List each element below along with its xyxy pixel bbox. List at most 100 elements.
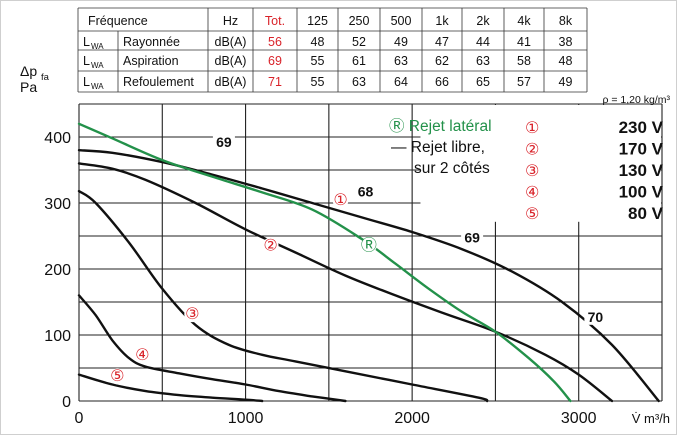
table-cell: 47 (435, 35, 449, 49)
curve-dB-label-bg (584, 307, 607, 325)
legend-speed-mark: ③ (525, 161, 539, 180)
y-tick-label: 200 (44, 262, 71, 279)
table-cell: 56 (268, 35, 282, 49)
table-cell: 65 (476, 75, 490, 89)
legend-black-label-2: sur 2 côtés (414, 160, 490, 177)
table-header-cell: 250 (349, 14, 370, 28)
table-cell: 63 (476, 54, 490, 68)
legend-speed-label: 230 V (619, 118, 664, 137)
chart-grid: 0 100 200 300 400 0 1000 2000 3000 Δp fa Pa V̇ m³/h ρ… (20, 63, 670, 427)
table-row-symbol: L (83, 75, 90, 89)
legend-speed-label: 170 V (619, 140, 664, 159)
legend-speed-mark: ④ (525, 183, 539, 202)
y-axis-label-unit: Pa (20, 79, 37, 95)
table-header-cell: Tot. (265, 14, 285, 28)
curve-dB-label-bg (354, 182, 377, 200)
x-axis-label: V̇ m³/h (632, 411, 670, 426)
y-axis-label-sub: fa (41, 72, 50, 83)
legend-speed-label: 130 V (619, 161, 664, 180)
table-row-symbol-sub: WA (91, 82, 104, 91)
curve-dB-label: 70 (588, 309, 604, 325)
table-header-cell: 8k (559, 14, 573, 28)
y-tick-label: 400 (44, 130, 71, 147)
curve-mark: ④ (135, 345, 149, 364)
table-cell: 44 (476, 35, 490, 49)
table-cell: 71 (268, 75, 282, 89)
table-cell: 57 (517, 75, 531, 89)
curve-mark-bg (134, 347, 151, 364)
table-header-cell: 4k (517, 14, 531, 28)
x-tick-label: 2000 (394, 410, 430, 427)
x-tick-label: 3000 (561, 410, 597, 427)
table-row-symbol: L (83, 54, 90, 68)
table-cell: 52 (352, 35, 366, 49)
table-header-cell: 500 (391, 14, 412, 28)
curve-80v (77, 373, 264, 403)
table-cell: 55 (311, 54, 325, 68)
table-row-unit: dB(A) (215, 35, 247, 49)
table-cell: 48 (559, 54, 573, 68)
table-cell: 63 (394, 54, 408, 68)
curve-mark-bg (109, 368, 126, 385)
chart-legend: Ⓡ Rejet latéral — Rejet libre, sur 2 côtés… (389, 117, 664, 223)
curve-230v (77, 149, 660, 403)
table-cell: 48 (311, 35, 325, 49)
density-note: ρ = 1,20 kg/m³ (602, 94, 670, 106)
table-cell: 49 (559, 75, 573, 89)
curve-mark-bg (262, 237, 279, 254)
table-header-cell: 2k (476, 14, 490, 28)
x-tick-label: 1000 (228, 410, 264, 427)
legend-speed-label: 100 V (619, 183, 664, 202)
table-cell: 62 (435, 54, 449, 68)
table-header-frequence: Fréquence (88, 14, 148, 28)
table-row-unit: dB(A) (215, 75, 247, 89)
curve-dB-label-bg (212, 132, 235, 150)
x-tick-label: 0 (75, 410, 84, 427)
curve-mark: Ⓡ (361, 236, 377, 255)
table-cell: 41 (517, 35, 531, 49)
table-cell: 55 (311, 75, 325, 89)
curve-mark-bg (184, 306, 201, 323)
sound-power-table: Fréquence Hz Tot. 125 250 500 1k 2k 4k 8kL WA Rayon… (77, 7, 588, 93)
legend-backdrop (420, 105, 661, 222)
table-header-cell: 1k (435, 14, 449, 28)
table-cell: 61 (352, 54, 366, 68)
curve-dB-label-bg (461, 228, 484, 246)
legend-speed-mark: ⑤ (525, 204, 539, 223)
chart-curves (77, 122, 660, 403)
y-tick-label: 100 (44, 328, 71, 345)
curve-130v (77, 189, 489, 403)
table-row-unit: dB(A) (215, 54, 247, 68)
table-row-label: Aspiration (123, 54, 179, 68)
table-header-cell: Hz (223, 14, 238, 28)
legend-speed-mark: ① (525, 118, 539, 137)
table-cell: 49 (394, 35, 408, 49)
y-axis-label-symbol: Δp (20, 63, 37, 79)
curve-mark: ② (263, 236, 277, 255)
table-cell: 58 (517, 54, 531, 68)
curve-mark: ③ (185, 304, 199, 323)
table-row-symbol-sub: WA (91, 61, 104, 70)
y-tick-label: 300 (44, 196, 71, 213)
table-row-symbol-sub: WA (91, 42, 104, 51)
curve-mark: ⑤ (110, 366, 124, 385)
curve-dB-label: 69 (216, 134, 232, 150)
legend-black-label-1: — Rejet libre, (391, 139, 485, 156)
y-tick-label: 0 (62, 394, 71, 411)
table-row-symbol: L (83, 35, 90, 49)
table-cell: 38 (559, 35, 573, 49)
legend-speed-mark: ② (525, 140, 539, 159)
table-cell: 63 (352, 75, 366, 89)
table-row-label: Rayonnée (123, 35, 180, 49)
legend-speed-label: 80 V (628, 204, 664, 223)
table-cell: 64 (394, 75, 408, 89)
table-cell: 69 (268, 54, 282, 68)
table-header-cell: 125 (307, 14, 328, 28)
table-row-label: Refoulement (123, 75, 194, 89)
legend-green-label: Ⓡ Rejet latéral (389, 117, 492, 135)
curve-170v (77, 162, 614, 403)
curve-mark: ① (333, 190, 347, 209)
curve-100v (77, 294, 347, 403)
